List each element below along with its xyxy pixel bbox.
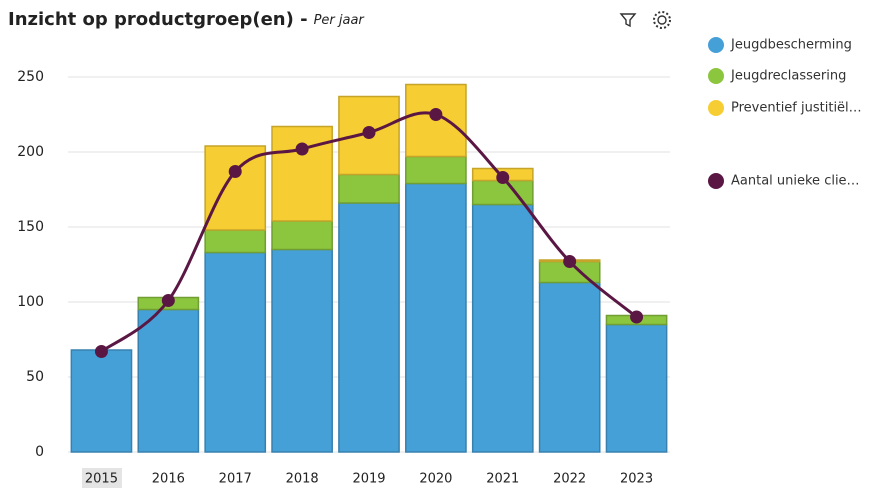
bar-segment [70,349,133,453]
line-marker [228,165,242,178]
legend-swatch [708,100,724,116]
bar-segment [405,182,467,453]
line-marker [630,310,644,324]
x-tick-label: 2017 [219,472,252,487]
legend-label: Preventief justitiël… [731,101,862,116]
legend-swatch [708,173,724,189]
bar-segment [338,202,400,453]
x-tick-label: 2020 [419,472,452,487]
x-tick-label: 2015 [85,472,118,487]
bar-segment [271,248,333,453]
bar-segment [271,220,333,251]
bar-segment [605,323,668,453]
bar-segment [204,229,267,254]
legend-swatch [708,68,724,84]
bar-segment [204,251,267,453]
line-marker [563,255,577,268]
bar-segment [405,155,467,185]
y-tick-label: 50 [26,369,44,385]
chart-title: Inzicht op productgroep(en) - Per jaar [8,9,365,30]
line-marker [161,294,175,307]
bar-segment [471,203,534,453]
x-tick-label: 2018 [286,472,319,487]
settings-icon[interactable] [653,11,671,29]
x-tick-label: 2022 [553,472,586,487]
line-marker [94,345,108,358]
line-marker [295,142,309,156]
y-tick-label: 250 [17,69,44,85]
line-marker [429,108,443,121]
legend-label: Jeugdbescherming [730,38,852,53]
legend-label: Jeugdreclassering [730,69,846,84]
x-tick-label: 2023 [620,472,653,487]
line-marker [496,171,510,184]
legend-item[interactable]: Preventief justitiël… [708,100,862,116]
legend-item[interactable]: Jeugdbescherming [708,37,852,53]
bar-segment [204,145,267,231]
y-tick-label: 150 [17,219,44,235]
legend-label: Aantal unieke clie… [731,174,860,189]
y-tick-label: 200 [17,144,44,160]
line-marker [362,126,376,139]
x-tick-label: 2016 [152,472,185,487]
legend-item[interactable]: Jeugdreclassering [708,68,846,84]
chart-subtitle: Per jaar [314,13,366,28]
y-tick-label: 0 [35,444,44,460]
x-tick-label: 2021 [486,472,519,487]
bar-segment [271,125,333,222]
bar-segment [538,281,601,453]
bar-segment [338,173,400,204]
legend-item[interactable]: Aantal unieke clie… [708,173,860,189]
x-tick-label: 2019 [352,472,385,487]
filter-icon[interactable] [619,13,637,28]
y-tick-label: 100 [17,294,44,310]
selected-label-bg [82,468,122,490]
bar-segment [137,308,200,453]
bar-segment [471,179,534,206]
title-text: Inzicht op productgroep(en) - [8,9,308,30]
legend-swatch [708,37,724,53]
